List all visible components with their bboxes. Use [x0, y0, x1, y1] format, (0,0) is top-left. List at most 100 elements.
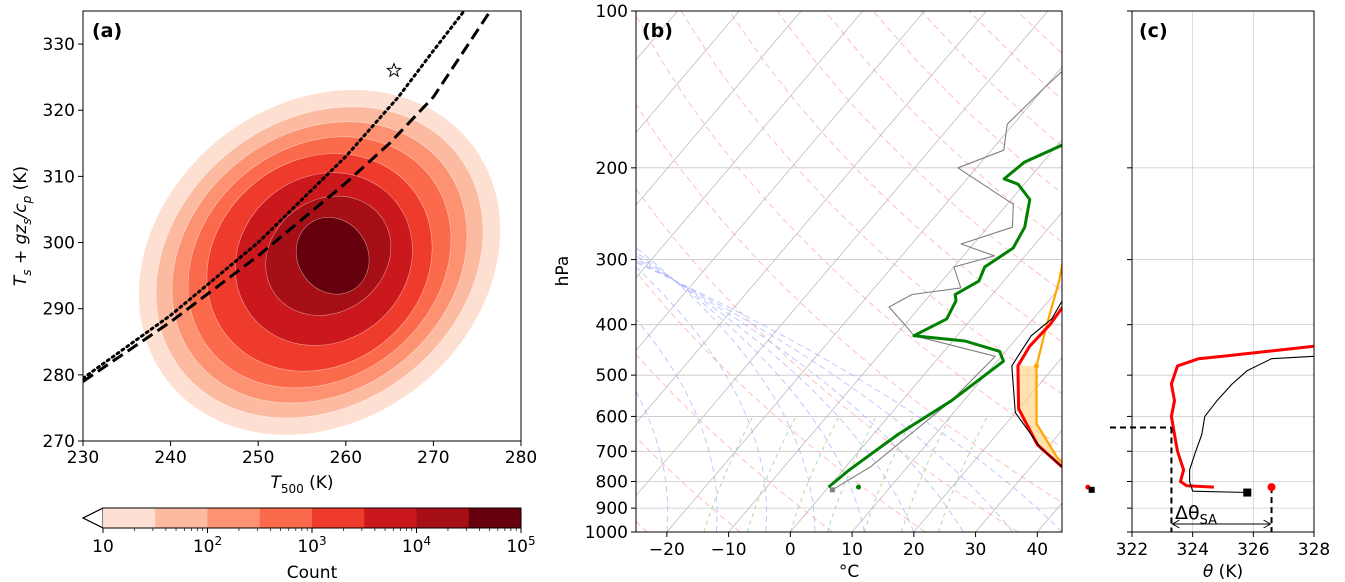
isotherm-line [790, 211, 1062, 532]
parcel-line [1035, 259, 1062, 464]
panel-b-xlabel: °C [839, 562, 859, 582]
x-tick-label: 230 [67, 448, 99, 468]
panel-a-ylabel-mid: + gz [11, 224, 31, 270]
colorbar-frame [81, 507, 522, 529]
isotherm-line [636, 11, 864, 279]
panel-c-y-ticks [1127, 10, 1132, 533]
isotherm-line [636, 11, 740, 134]
x-tick-label: 324 [1176, 540, 1208, 560]
x-tick-label: −10 [711, 540, 747, 560]
reanalysis-dewpoint-line [832, 70, 1062, 491]
panel-b-y-ticks: 100 200 300 400 500 600 700 800 900 1000 [585, 2, 636, 543]
panel-a-reference-lines [83, 11, 492, 383]
y-tick-label: 500 [596, 366, 628, 386]
moist-adiabat [636, 261, 1062, 532]
x-tick-label: 270 [417, 448, 449, 468]
moist-adiabat [636, 251, 865, 532]
panel-b-ylabel: hPa [553, 256, 573, 287]
colorbar-tick-base: 10 [297, 537, 319, 557]
x-tick-label: 280 [505, 448, 537, 468]
panel-b-markers [829, 363, 1095, 493]
panel-a-y-ticks: 270 280 290 300 310 320 330 [43, 35, 83, 452]
colorbar-tick-label: 102 [193, 534, 222, 557]
mixing-ratio-line [789, 416, 840, 532]
colorbar-extend-arrow [81, 507, 104, 529]
colorbar-segment [103, 508, 156, 528]
panel-a-ylabel: Ts + gzs/cp (K) [11, 166, 34, 286]
panel-a-ylabel-p: p [20, 195, 34, 204]
panel-c-grid [1132, 11, 1314, 532]
panel-a-ylabel-div: /c [11, 203, 31, 221]
mixing-ratio-line [703, 416, 754, 532]
x-tick-label: 10 [841, 540, 863, 560]
x-tick-label: 240 [154, 448, 186, 468]
isotherm-line [728, 139, 1062, 532]
y-tick-label: 330 [43, 35, 75, 55]
y-tick-label: 900 [596, 499, 628, 519]
reference-line-dashed [83, 11, 492, 383]
x-tick-label: 326 [1237, 540, 1269, 560]
x-tick-label: 322 [1116, 540, 1148, 560]
reanalysis-dew-surface-marker [829, 487, 835, 493]
isotherm-line [636, 11, 987, 424]
isotherm-line [636, 11, 1049, 497]
colorbar-ticks: 10 102 103 104 105 [92, 528, 536, 557]
x-tick-label: 40 [1026, 540, 1048, 560]
panel-b-grid [636, 11, 1062, 532]
panel-c-profiles [1169, 344, 1314, 494]
x-tick-label: 0 [785, 540, 796, 560]
colorbar-tick-exp: 4 [424, 534, 432, 548]
arrow-head-right [1263, 519, 1272, 529]
mixing-ratio-line [746, 416, 797, 532]
x-tick-label: 30 [965, 540, 987, 560]
delta-theta-sub: SA [1200, 513, 1217, 528]
colorbar-segment [259, 508, 313, 528]
colorbar-tick-base: 10 [506, 537, 528, 557]
isotherm-line [851, 284, 1062, 532]
panel-a: 230 240 250 260 270 280 270 280 290 300 310 320 330… [11, 10, 537, 496]
dewpoint-line [827, 143, 1062, 489]
reanalysis-theta-marker [1243, 488, 1252, 497]
cape-area [1017, 365, 1062, 467]
dry-adiabat [680, 11, 1062, 395]
y-tick-label: 600 [596, 407, 628, 427]
panel-a-xlabel-sub: 500 [281, 482, 304, 496]
panel-a-xlabel: T500 (K) [270, 473, 333, 496]
colorbar-segment [416, 508, 470, 528]
panel-c-frame [1131, 10, 1315, 533]
y-tick-label: 280 [43, 366, 75, 386]
colorbar-tick-label: 10 [92, 537, 114, 557]
panel-a-ylabel-t: T [11, 274, 31, 286]
panel-a-star-marker [385, 62, 402, 78]
panel-b-label: (b) [642, 20, 673, 42]
y-tick-label: 700 [596, 442, 628, 462]
moist-adiabat [636, 255, 915, 532]
panel-c-xlabel: θ (K) [1203, 562, 1243, 582]
panel-a-ylabel-unit: (K) [11, 166, 31, 196]
moist-adiabat [636, 260, 1013, 532]
isotherm-line [636, 11, 925, 352]
panel-a-x-ticks: 230 240 250 260 270 280 [67, 441, 537, 468]
panel-a-label: (a) [92, 20, 122, 42]
y-tick-label: 100 [596, 2, 628, 22]
theta-environment-line [1169, 344, 1314, 489]
colorbar-segment [364, 508, 417, 528]
panel-c-label: (c) [1139, 20, 1168, 42]
panel-b-cape-fill [1017, 365, 1062, 467]
y-tick-label: 300 [596, 251, 628, 271]
y-tick-label: 270 [43, 432, 75, 452]
x-tick-label: −20 [649, 540, 685, 560]
mixing-ratio-line [863, 416, 914, 532]
parcel-theta-marker [1267, 483, 1276, 492]
x-tick-label: 260 [330, 448, 362, 468]
delta-theta-label: ΔθSA [1175, 502, 1217, 528]
colorbar-segment [468, 508, 522, 528]
reanalysis-temperature-line [1011, 300, 1062, 468]
colorbar-tick-exp: 3 [319, 534, 327, 548]
colorbar-tick-label: 103 [297, 534, 326, 557]
x-tick-label: 20 [903, 540, 925, 560]
dry-adiabat [776, 11, 1062, 292]
colorbar-segment [312, 508, 365, 528]
